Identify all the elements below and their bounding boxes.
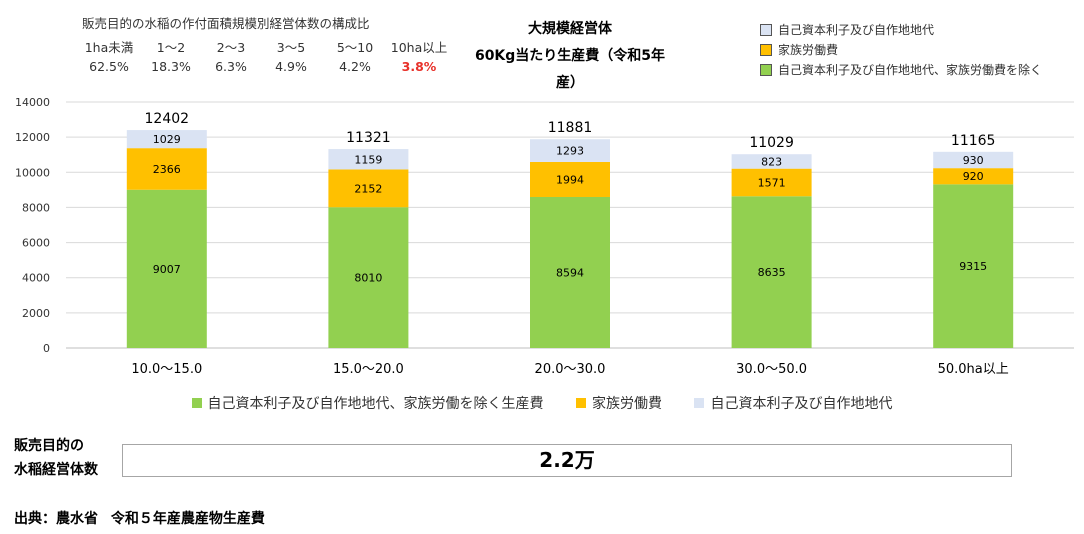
bar-segment-capital [933,151,1014,169]
data-label: 9315 [959,260,987,273]
bar-segment-capital [530,139,610,162]
data-label: 8594 [556,266,584,279]
top-legend-item: 家族労働費 [758,40,1042,60]
legend-swatch-labor [576,398,586,408]
bar-segment-labor [731,168,812,197]
source-label: 出典：農水省 [14,511,98,527]
distribution-header: 1～2 [156,40,186,55]
distribution-value: 18.3% [151,59,191,74]
distribution-header: 10ha以上 [390,40,448,55]
distribution-header: 5～10 [336,40,374,55]
distribution-headers: 1ha未満 1～2 2～3 3～5 5～10 10ha以上 [80,37,460,55]
distribution-values: 62.5% 18.3% 6.3% 4.9% 4.2% 3.8% [80,59,460,77]
y-tick-label: 14000 [15,96,50,109]
top-legend-label: 自己資本利子及び自作地地代 [778,23,935,37]
source-note: 出典：農水省 令和５年産農産物生産費 [14,508,273,528]
data-label: 9007 [153,263,181,276]
top-legend-label: 自己資本利子及び自作地地代、家族労働費を除く [778,63,1043,77]
bar-segment-capital [126,130,207,149]
distribution-value: 4.9% [275,59,307,74]
legend-swatch-other [191,398,202,408]
bottom-legend-label: 自己資本利子及び自作地地代 [710,396,893,412]
data-label: 1159 [354,153,382,166]
bar-segment-other [126,189,207,348]
farm-count-value: 2.2万 [122,444,1012,477]
legend-swatch-other [760,64,772,76]
data-label: 2152 [354,182,382,195]
distribution-value: 4.2% [339,59,371,74]
total-label: 11321 [346,130,391,146]
bottom-legend: 自己資本利子及び自作地地代、家族労働を除く生産費 家族労働費 自己資本利子及び自… [0,393,1084,413]
bar-segment-other [328,207,409,348]
total-label: 12402 [145,111,190,127]
data-label: 920 [963,170,984,183]
data-label: 1029 [153,133,181,146]
top-legend: 自己資本利子及び自作地地代 家族労働費 自己資本利子及び自作地地代、家族労働費を… [758,20,1042,80]
data-label: 1293 [556,145,584,158]
bar-segment-capital [731,154,812,169]
distribution-header: 2～3 [216,40,246,55]
bar-segment-other [530,196,610,348]
data-label: 823 [761,155,782,168]
data-label: 8635 [758,266,786,279]
x-category-label: 30.0～50.0 [736,362,807,377]
y-tick-label: 2000 [22,307,50,320]
legend-swatch-capital [694,398,705,408]
bottom-legend-item: 自己資本利子及び自作地地代、家族労働を除く生産費 [191,393,544,413]
total-label: 11165 [951,133,996,149]
bar-segment-other [731,196,812,348]
chart-title-line: 大規模経営体 [528,21,612,37]
y-tick-label: 4000 [22,272,50,285]
x-category-label: 10.0～15.0 [131,362,202,377]
total-label: 11881 [548,120,593,136]
y-tick-label: 0 [43,342,50,355]
bar-segment-labor [328,169,409,208]
farm-count-label: 販売目的の 水稲経営体数 [14,434,98,482]
top-legend-item: 自己資本利子及び自作地地代、家族労働費を除く [758,60,1042,80]
distribution-value: 62.5% [89,59,129,74]
distribution-value-highlight: 3.8% [401,59,437,74]
distribution-header: 3～5 [276,40,306,55]
y-tick-label: 6000 [22,237,50,250]
x-category-label: 50.0ha以上 [938,362,1009,377]
bar-segment-other [933,184,1014,348]
total-label: 11029 [749,135,794,151]
bottom-legend-label: 自己資本利子及び自作地地代、家族労働を除く生産費 [207,396,544,412]
legend-swatch-labor [760,44,772,56]
y-tick-label: 8000 [22,201,50,214]
legend-swatch-capital [760,24,772,36]
data-label: 1994 [556,173,584,186]
x-category-label: 15.0～20.0 [333,362,404,377]
bar-segment-labor [126,148,207,190]
farm-count-label-line: 販売目的の [14,438,84,454]
distribution-title: 販売目的の水稲の作付面積規模別経営体数の構成比 [82,16,370,31]
farm-count-label-line: 水稲経営体数 [14,462,98,478]
y-tick-label: 10000 [15,166,50,179]
top-legend-item: 自己資本利子及び自作地地代 [758,20,1042,40]
bottom-legend-item: 自己資本利子及び自作地地代 [694,393,892,413]
bar-segment-labor [530,161,610,197]
stacked-bar-chart: 0 2000 4000 6000 8000 10000 12000 14000 9007 2366… [15,96,1074,377]
data-label: 8010 [354,272,382,285]
distribution-value: 6.3% [215,59,247,74]
distribution-header: 1ha未満 [84,40,134,55]
bar-segment-capital [328,149,409,170]
bottom-legend-item: 家族労働費 [576,393,662,413]
bottom-legend-label: 家族労働費 [592,396,662,412]
x-category-label: 20.0～30.0 [535,362,606,377]
source-text: 令和５年産農産物生産費 [110,511,265,527]
data-label: 1571 [758,176,786,189]
chart-title: 大規模経営体 60Kg当たり生産費（令和5年産） [470,16,670,97]
y-tick-label: 12000 [15,131,50,144]
data-label: 2366 [153,163,181,176]
bar-segment-labor [933,168,1014,185]
chart-subtitle-line: 60Kg当たり生産費（令和5年産） [474,48,666,91]
top-legend-label: 家族労働費 [778,43,839,57]
data-label: 930 [963,154,984,167]
